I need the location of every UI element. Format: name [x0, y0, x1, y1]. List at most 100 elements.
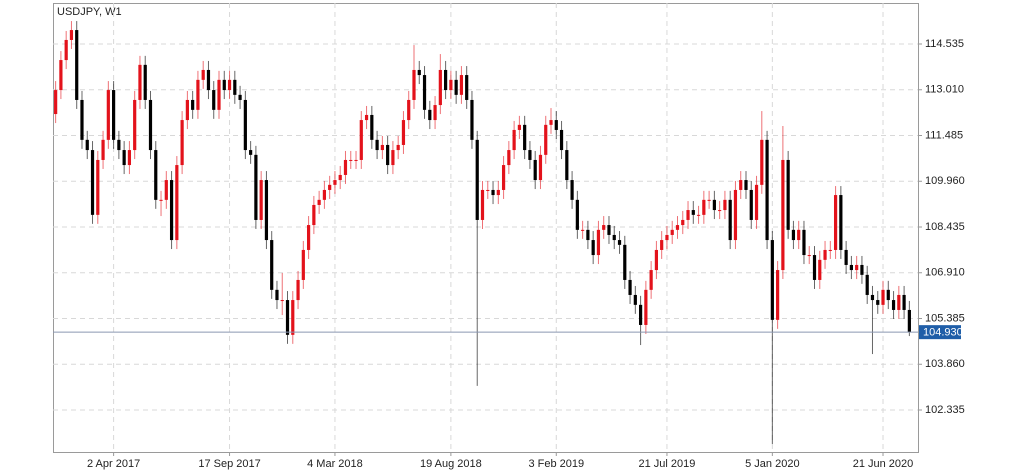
candle-body — [96, 159, 100, 215]
x-tick-label: 19 Aug 2018 — [420, 458, 482, 470]
candle-body — [148, 99, 153, 151]
candle-body — [90, 150, 95, 215]
candle-body — [902, 294, 906, 310]
candle-body — [127, 150, 132, 166]
candle-body — [312, 204, 316, 226]
candle-body — [206, 69, 211, 91]
candle-body — [501, 165, 506, 190]
candle-body — [154, 150, 158, 200]
candle-body — [254, 154, 258, 220]
candle-body — [159, 199, 163, 201]
candle-body — [270, 240, 274, 290]
candle-body — [681, 219, 685, 226]
candle-body — [285, 300, 290, 335]
candle-body — [122, 150, 126, 166]
candle-body — [696, 214, 701, 216]
candle-body — [886, 289, 890, 301]
candle-body — [760, 139, 764, 185]
candle-body — [454, 79, 458, 95]
y-tick-label: 102.335 — [925, 404, 965, 416]
candle-body — [412, 69, 416, 100]
candle-body — [617, 240, 622, 245]
candle-body — [876, 300, 880, 305]
candle-body — [354, 159, 358, 161]
candle-body — [233, 79, 237, 95]
candle-body — [623, 244, 627, 280]
x-tick-label: 2 Apr 2017 — [87, 458, 140, 470]
candle-body — [85, 139, 89, 151]
candle-body — [596, 229, 601, 256]
candle-body — [227, 79, 232, 91]
y-tick-label: 108.435 — [925, 221, 965, 233]
candle-body — [739, 180, 743, 190]
candle-body — [480, 189, 485, 220]
candle-body — [723, 199, 727, 211]
candle-body — [64, 39, 68, 61]
candle-body — [138, 64, 142, 100]
candle-body — [891, 300, 896, 310]
candle-body — [512, 129, 516, 151]
candle-body — [828, 249, 832, 251]
candle-body — [212, 90, 216, 110]
candle-body — [528, 150, 532, 160]
candle-body — [517, 124, 521, 130]
candle-body — [649, 270, 653, 290]
candle-body — [449, 79, 453, 91]
candle-body — [702, 199, 706, 215]
candle-body — [544, 124, 548, 155]
candle-body — [670, 229, 674, 235]
x-tick-label: 21 Jul 2019 — [639, 458, 696, 470]
candle-body — [865, 274, 869, 295]
candle-body — [870, 294, 875, 301]
candle-body — [433, 105, 437, 121]
candle-body — [538, 154, 543, 181]
candle-body — [733, 189, 738, 241]
candle-body — [686, 210, 690, 220]
candle-body — [591, 240, 595, 256]
candle-body — [586, 229, 590, 241]
candle-body — [349, 159, 353, 161]
candle-body — [575, 199, 579, 230]
candle-body — [581, 229, 585, 231]
candle-body — [275, 289, 279, 301]
candle-body — [164, 180, 168, 200]
candle-body — [654, 249, 659, 271]
candle-body — [660, 240, 664, 250]
candle-body — [191, 99, 195, 110]
candle-body — [169, 180, 174, 241]
candle-body — [470, 99, 474, 140]
candle-body — [428, 109, 432, 121]
candle-body — [744, 180, 748, 190]
candle-body — [54, 90, 58, 115]
candle-body — [665, 234, 669, 241]
candle-body — [201, 69, 205, 80]
candle-body — [444, 69, 448, 91]
candle-body — [417, 69, 421, 76]
candle-body — [607, 225, 611, 235]
candle-body — [802, 229, 806, 256]
candle-body — [238, 94, 242, 100]
candle-body — [675, 225, 680, 230]
candle-body — [818, 259, 822, 280]
candle-body — [143, 64, 147, 100]
candle-body — [322, 189, 327, 200]
candle-body — [839, 195, 843, 250]
candle-body — [69, 30, 74, 40]
candle-body — [491, 189, 495, 196]
candle-body — [897, 294, 901, 310]
x-tick-label: 3 Feb 2019 — [528, 458, 584, 470]
candle-body — [333, 180, 337, 185]
candle-body — [633, 294, 637, 305]
candle-body — [296, 279, 300, 301]
x-tick-label: 17 Sep 2017 — [198, 458, 260, 470]
candle-body — [797, 229, 801, 241]
candle-body — [465, 75, 469, 100]
candle-body — [328, 184, 332, 190]
candle-body — [718, 210, 722, 212]
candle-body — [101, 139, 105, 160]
candle-body — [781, 159, 785, 271]
candle-body — [765, 139, 769, 241]
x-tick-label: 5 Jan 2020 — [745, 458, 799, 470]
candle-body — [486, 189, 490, 191]
